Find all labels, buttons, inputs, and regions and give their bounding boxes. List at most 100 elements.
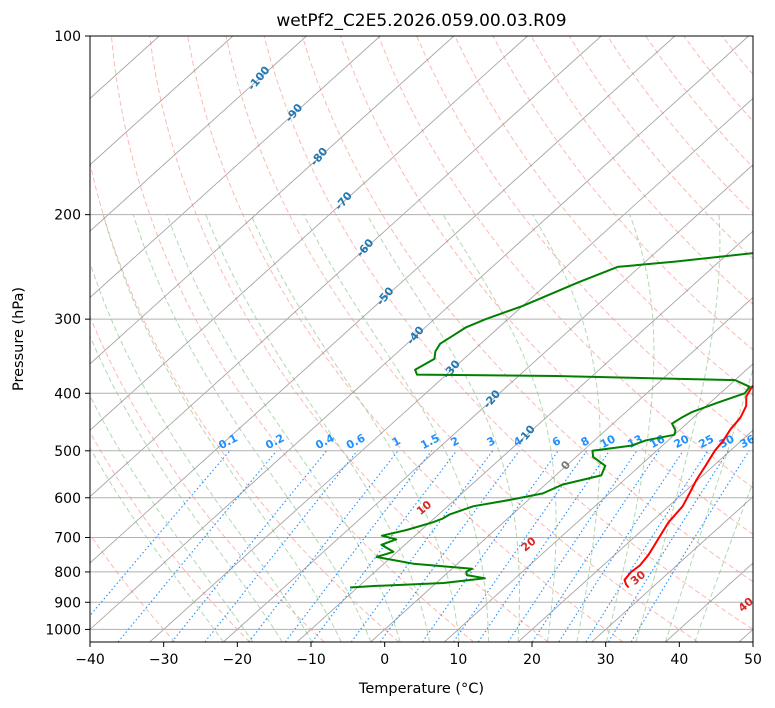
x-tick-label: 0 [380,652,389,668]
mixing-ratio-label: 25 [696,432,716,451]
isotherm-line [444,363,753,642]
mixing-ratio-line [585,450,709,642]
x-axis-title: Temperature (°C) [358,681,484,697]
dry-adiabat-line [149,36,549,642]
isotherm-line [90,36,749,631]
isotherm-line [591,496,753,642]
mixing-ratio-line [630,450,750,642]
isotherm-line [90,36,676,564]
mixing-ratio-label: 1.5 [418,431,441,452]
moist-adiabat-line [132,214,372,642]
chart-title: wetPf2_C2E5.2026.059.00.03.R09 [276,11,566,31]
mixing-ratio-line [607,450,729,642]
y-tick-label: 900 [54,595,81,611]
moist-adiabat-line [90,334,283,642]
moist-adiabat-line [90,394,254,642]
dry-adiabat-line [760,36,775,642]
y-tick-label: 600 [54,491,81,507]
isotherm-line [90,36,307,232]
moist-adiabat-line [664,367,753,642]
mixing-ratio-label: 36 [738,432,758,451]
dry-adiabat-line [568,36,753,260]
dry-adiabat-line [492,36,753,351]
mixing-ratio-label: 1 [390,434,403,449]
mixing-ratio-label: 16 [647,432,667,451]
moist-adiabat-line [303,214,490,642]
isotherm-line [223,164,753,642]
isotherm-line [90,36,455,365]
mixing-ratio-line [117,450,278,642]
isotherm-label: -100 [245,63,273,93]
mixing-ratio-label: 6 [550,434,563,449]
x-tick-label: 10 [449,652,467,668]
mixing-ratio-label: 0.4 [313,431,337,452]
moist-adiabat-line [166,214,401,642]
y-tick-label: 500 [54,444,81,460]
moist-adiabat-line [90,261,313,642]
isotherm-line [90,36,381,299]
x-tick-label: 40 [670,652,688,668]
dry-adiabat-line [90,161,400,642]
dry-adiabat-line [683,36,753,122]
mixing-ratio-line [90,450,231,617]
mixing-ratio-line [531,450,660,642]
moist-adiabat-line [635,214,721,642]
dry-adiabat-line [530,36,753,305]
x-tick-label: 20 [523,652,541,668]
mixing-ratio-line [422,450,559,642]
isotherm-line [665,562,753,642]
y-tick-label: 800 [54,565,81,581]
x-tick-label: −10 [296,652,326,668]
isotherm-line [738,628,753,642]
x-tick-label: −30 [149,652,179,668]
dry-adiabat-line [721,36,753,76]
temperature-profile-line [623,384,753,589]
dry-adiabat-line [90,431,250,642]
mixing-ratio-line [204,450,358,642]
mixing-ratio-line [171,450,328,642]
dry-adiabat-line [225,36,699,642]
plot-frame [89,35,754,643]
isotherm-line [296,230,753,642]
moist-adiabat-line [90,447,224,642]
dry-adiabat-line [90,315,325,642]
moist-adiabat-line [605,214,655,642]
dry-adiabat-line [454,36,753,397]
mixing-ratio-line [248,450,399,642]
x-tick-label: 30 [597,652,615,668]
mixing-ratio-line [507,450,638,642]
moist-adiabat-line [205,214,431,642]
y-tick-label: 300 [54,312,81,328]
y-axis-title: Pressure (hPa) [11,287,27,391]
mixing-ratio-label: 20 [672,432,692,451]
dry-adiabat-line [606,36,753,214]
isotherm-line [90,36,528,431]
y-tick-label: 100 [54,29,81,45]
isotherm-line [517,429,753,642]
moist-adiabat-line [250,214,460,642]
isotherm-line [370,296,753,642]
y-tick-label: 700 [54,531,81,547]
dry-adiabat-line [301,36,753,583]
y-tick-label: 1000 [45,622,81,638]
mixing-ratio-label: 8 [579,434,592,449]
y-tick-label: 200 [54,208,81,224]
isotherm-line [149,97,753,642]
dry-adiabat-line [187,36,624,642]
mixing-ratio-line [558,450,684,642]
dry-adiabat-line [263,36,753,631]
mixing-ratio-label: 30 [717,432,737,451]
isotherm-line [90,36,234,166]
x-tick-label: −20 [223,652,253,668]
mixing-ratio-line [350,450,494,642]
mixing-ratio-line [453,450,588,642]
mixing-ratio-line [311,450,458,642]
dry-adiabat-line [110,36,475,642]
dewpoint-profile-line [350,252,753,589]
mixing-ratio-label: 0.2 [263,431,286,452]
dry-adiabat-line [378,36,753,489]
isotherm-line [90,36,602,498]
theta-label: 10 [414,498,434,518]
mixing-ratio-line [477,450,610,642]
